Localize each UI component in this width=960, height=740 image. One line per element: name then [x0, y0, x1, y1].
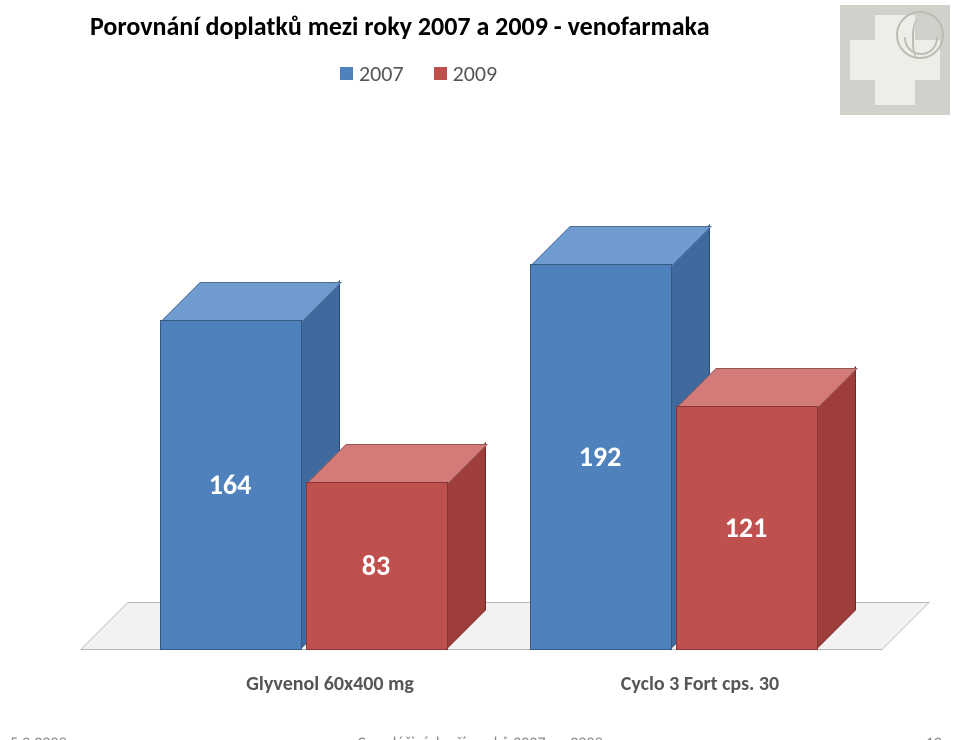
chart-title: Porovnání doplatků mezi roky 2007 a 2009…	[90, 10, 710, 42]
legend: 2007 2009	[340, 60, 497, 87]
footer-page-number: 10	[926, 734, 942, 740]
bar: 164	[160, 322, 300, 650]
bar-value-label: 164	[160, 467, 300, 502]
legend-label-2009: 2009	[453, 60, 498, 87]
bar-value-label: 121	[676, 510, 816, 545]
legend-item-2009: 2009	[434, 60, 498, 87]
bar-value-label: 192	[530, 439, 670, 474]
footer-center: Ceny léčivých přípravků 2007 vs. 2009	[0, 734, 960, 740]
category-label: Glyvenol 60x400 mg	[160, 672, 500, 696]
legend-item-2007: 2007	[340, 60, 404, 87]
bar: 121	[676, 408, 816, 650]
pharmacy-logo	[840, 5, 950, 115]
legend-swatch-2009	[434, 67, 447, 80]
legend-swatch-2007	[340, 67, 353, 80]
bar-chart: 16483192121 Glyvenol 60x400 mg Cyclo 3 F…	[80, 130, 880, 650]
category-label: Cyclo 3 Fort cps. 30	[530, 672, 870, 696]
legend-label-2007: 2007	[359, 60, 404, 87]
bar: 83	[306, 484, 446, 650]
bar: 192	[530, 266, 670, 650]
bar-value-label: 83	[306, 548, 446, 583]
